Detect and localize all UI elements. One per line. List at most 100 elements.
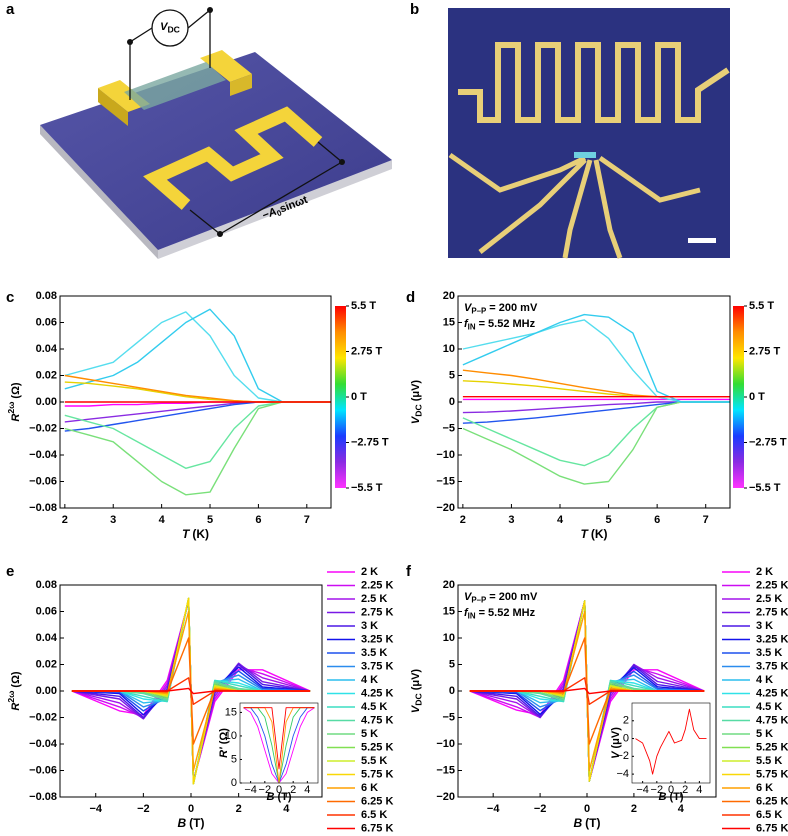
y-tick-label: −5	[442, 711, 455, 723]
label-part: = 200 mV	[489, 591, 538, 603]
colorbar-label: −5.5 T	[749, 482, 781, 494]
panel-b-micrograph	[448, 8, 730, 259]
x-tick-label: −4	[487, 803, 500, 815]
legend-label: 5.25 K	[756, 741, 788, 753]
legend-label: 4.25 K	[361, 687, 393, 699]
plot-frame	[631, 702, 711, 784]
label-part: (Ω)	[10, 671, 22, 687]
wire-dot	[339, 159, 345, 165]
legend-label: 3.5 K	[756, 647, 782, 659]
x-tick-label: 0	[276, 784, 282, 796]
label-part: (T)	[189, 816, 204, 830]
x-tick-label: 2	[290, 784, 296, 796]
label-part: R	[10, 703, 22, 711]
legend-label: 6.75 K	[361, 822, 393, 834]
colorbar	[733, 306, 744, 488]
panel-label: f	[406, 563, 412, 580]
meander-line	[143, 106, 323, 210]
legend-label: 5 K	[361, 728, 378, 740]
y-tick-label: −15	[436, 764, 455, 776]
label-part: f	[464, 318, 469, 330]
data-line	[635, 708, 707, 775]
colorbar-label: 5.5 T	[749, 300, 774, 312]
y-tick-label: 2	[623, 715, 629, 727]
annotation: VP–P = 200 mV	[464, 591, 538, 604]
plot-frame	[457, 584, 717, 798]
legend-label: 6 K	[361, 782, 378, 794]
y-tick-label: 20	[443, 290, 455, 302]
x-tick-label: −2	[534, 803, 547, 815]
panel-label: c	[6, 289, 14, 306]
x-tick-label: 4	[159, 514, 166, 526]
legend-label: 3.75 K	[361, 660, 393, 672]
y-tick-label: 0.08	[36, 579, 57, 591]
legend-label: 4.25 K	[756, 687, 788, 699]
x-tick-label: 5	[606, 514, 612, 526]
y-tick-label: 0	[449, 396, 455, 408]
y-tick-label: 10	[443, 343, 455, 355]
y-tick-label: −15	[436, 475, 455, 487]
label-part: R′	[218, 746, 230, 758]
x-tick-label: 2	[236, 803, 242, 815]
y-tick-label: −20	[436, 791, 455, 803]
y-axis-label: R2ω (Ω)	[6, 382, 22, 422]
x-axis-label: B (T)	[267, 791, 292, 803]
plot-frame	[59, 584, 323, 798]
label-part: V	[464, 591, 473, 603]
legend-label: 6.5 K	[361, 809, 387, 821]
label-part: V	[160, 21, 169, 33]
x-tick-label: −4	[636, 784, 649, 796]
label-part: R	[10, 414, 22, 422]
legend-label: 5 K	[756, 728, 773, 740]
label-part: 2ω	[6, 691, 16, 703]
x-tick-label: 4	[557, 514, 564, 526]
label-part: B	[178, 816, 187, 830]
x-tick-label: 0	[188, 803, 194, 815]
legend-label: 2.5 K	[756, 593, 782, 605]
legend-label: 2 K	[756, 566, 773, 578]
legend-label: 3 K	[361, 620, 378, 632]
y-tick-label: −10	[436, 738, 455, 750]
x-axis-label: B (T)	[659, 791, 684, 803]
legend-label: 6 K	[756, 782, 773, 794]
leads	[448, 152, 701, 259]
contact-pad-side	[230, 74, 252, 96]
plot-frame	[59, 295, 332, 509]
x-tick-label: 2	[631, 803, 637, 815]
label-part: T	[580, 527, 589, 541]
contact-pad	[98, 80, 150, 112]
data-line	[243, 707, 315, 770]
label-part: DC	[167, 25, 179, 35]
panel-label: b	[410, 1, 419, 18]
label-part: B	[659, 791, 667, 803]
y-tick-label: 0.02	[36, 658, 57, 670]
voltmeter	[151, 9, 189, 47]
x-axis-label: B (T)	[178, 816, 205, 830]
colorbar-label: −2.75 T	[749, 436, 787, 448]
y-tick-label: −0.02	[29, 422, 57, 434]
y-tick-label: 10	[225, 730, 237, 742]
label-part: (μV)	[610, 727, 622, 749]
data-line	[462, 313, 730, 403]
wire-dot	[217, 231, 223, 237]
label-part: (Ω)	[10, 382, 22, 398]
label-part: = 5.52 MHz	[479, 318, 536, 330]
y-tick-label: 0.06	[36, 605, 57, 617]
y-tick-label: 0.04	[36, 343, 58, 355]
panel-label: e	[6, 563, 14, 580]
label-part: V	[610, 750, 622, 759]
contact-pad	[200, 50, 252, 82]
y-tick-label: 0	[231, 777, 237, 789]
colorbar-label: −2.75 T	[351, 436, 389, 448]
substrate-edge	[40, 125, 158, 259]
label-part: −A	[261, 206, 279, 222]
y-tick-label: 0.06	[36, 316, 57, 328]
legend-label: 6.25 K	[361, 795, 393, 807]
y-tick-label: −0.08	[29, 502, 57, 514]
x-tick-label: −4	[89, 803, 102, 815]
y-tick-label: 0.00	[36, 396, 57, 408]
label-part: V	[464, 302, 473, 314]
y-tick-label: −2	[616, 750, 629, 762]
flake	[124, 62, 226, 110]
